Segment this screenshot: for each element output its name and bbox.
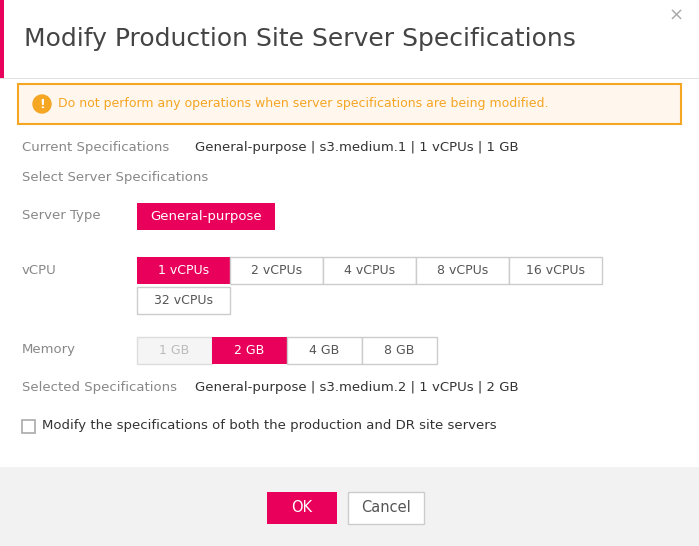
Bar: [362, 337, 437, 364]
Circle shape: [33, 95, 51, 113]
Bar: [137, 203, 275, 230]
Text: Server Type: Server Type: [22, 210, 101, 223]
Text: Do not perform any operations when server specifications are being modified.: Do not perform any operations when serve…: [58, 98, 549, 110]
Bar: [137, 337, 212, 364]
Text: General-purpose: General-purpose: [150, 210, 262, 223]
Bar: [348, 492, 424, 524]
Text: ×: ×: [668, 7, 684, 25]
Text: vCPU: vCPU: [22, 264, 57, 277]
Text: 32 vCPUs: 32 vCPUs: [154, 294, 213, 307]
Bar: [287, 337, 362, 364]
Text: 4 GB: 4 GB: [310, 344, 340, 357]
Text: Current Specifications: Current Specifications: [22, 140, 169, 153]
Bar: [0, 0, 699, 467]
Text: 1 vCPUs: 1 vCPUs: [158, 264, 209, 277]
Text: Cancel: Cancel: [361, 501, 411, 515]
Text: 16 vCPUs: 16 vCPUs: [526, 264, 585, 277]
Text: OK: OK: [291, 501, 312, 515]
Bar: [230, 257, 323, 284]
Bar: [137, 287, 230, 314]
Bar: [212, 337, 287, 364]
Text: 8 GB: 8 GB: [384, 344, 415, 357]
Text: General-purpose | s3.medium.2 | 1 vCPUs | 2 GB: General-purpose | s3.medium.2 | 1 vCPUs …: [195, 381, 519, 394]
Bar: [267, 492, 337, 524]
Bar: [0, 0, 4, 78]
Text: 4 vCPUs: 4 vCPUs: [344, 264, 395, 277]
Text: 2 GB: 2 GB: [234, 344, 265, 357]
Text: Modify Production Site Server Specifications: Modify Production Site Server Specificat…: [24, 27, 576, 51]
Bar: [416, 257, 509, 284]
Bar: [0, 78, 699, 79]
Bar: [323, 257, 416, 284]
Bar: [18, 84, 681, 124]
Bar: [22, 419, 35, 432]
Bar: [0, 467, 699, 546]
Text: 2 vCPUs: 2 vCPUs: [251, 264, 302, 277]
Text: 8 vCPUs: 8 vCPUs: [437, 264, 488, 277]
Text: 1 GB: 1 GB: [159, 344, 189, 357]
Text: General-purpose | s3.medium.1 | 1 vCPUs | 1 GB: General-purpose | s3.medium.1 | 1 vCPUs …: [195, 140, 519, 153]
Text: Selected Specifications: Selected Specifications: [22, 381, 177, 394]
Bar: [137, 257, 230, 284]
Text: !: !: [39, 98, 45, 110]
Text: Modify the specifications of both the production and DR site servers: Modify the specifications of both the pr…: [42, 419, 496, 432]
Text: Select Server Specifications: Select Server Specifications: [22, 171, 208, 185]
Bar: [0, 466, 699, 467]
Text: Memory: Memory: [22, 343, 76, 357]
Bar: [509, 257, 602, 284]
